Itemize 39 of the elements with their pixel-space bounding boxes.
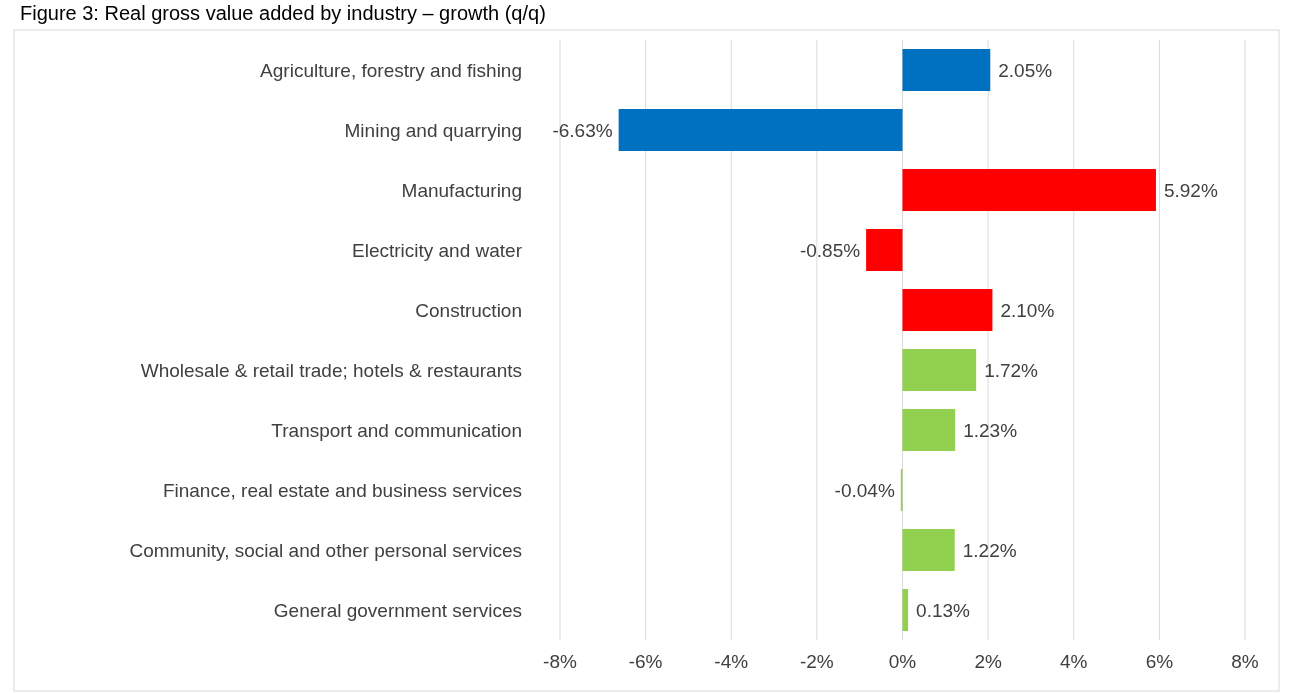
x-tick-label: 8%: [1231, 651, 1259, 672]
bar: [902, 409, 956, 451]
x-tick-label: 2%: [974, 651, 1002, 672]
bar: [902, 529, 955, 571]
bar: [902, 289, 993, 331]
bar: [618, 109, 903, 151]
bar: [866, 229, 903, 271]
data-label: 1.23%: [963, 419, 1018, 441]
data-label: 2.10%: [1000, 299, 1055, 321]
text: Figure 3: Real gross value added by industry – growth (q/q): [20, 2, 546, 24]
y-tick-label: Community, social and other personal services: [129, 539, 522, 561]
bar: [902, 49, 991, 91]
y-tick-label: Wholesale & retail trade; hotels & restaurants: [140, 359, 522, 381]
y-tick-label: Electricity and water: [351, 239, 523, 261]
data-label: 5.92%: [1163, 179, 1218, 201]
y-tick-label: Construction: [415, 299, 522, 321]
y-tick-label: Mining and quarrying: [344, 119, 522, 141]
x-tick-label: 0%: [888, 651, 917, 672]
x-tick-label: 6%: [1145, 651, 1174, 672]
x-tick-label: -2%: [799, 651, 834, 672]
y-tick-label: Transport and communication: [271, 419, 522, 441]
data-label: 2.05%: [998, 59, 1053, 81]
data-label: -0.85%: [799, 239, 861, 261]
y-tick-label: Manufacturing: [401, 179, 522, 201]
bar: [902, 349, 977, 391]
data-label: 0.13%: [916, 599, 971, 621]
data-label: -6.63%: [552, 119, 613, 141]
data-label: 1.72%: [984, 359, 1039, 381]
data-label: 1.22%: [962, 539, 1017, 561]
bar: [902, 589, 909, 631]
x-tick-label: 4%: [1060, 651, 1088, 672]
x-tick-label: -8%: [543, 651, 577, 672]
bar: [902, 169, 1156, 211]
x-tick-label: -6%: [628, 651, 663, 672]
y-tick-label: General government services: [273, 599, 522, 621]
y-tick-label: Agriculture, forestry and fishing: [260, 59, 522, 81]
y-tick-label: Finance, real estate and business services: [162, 479, 522, 501]
data-label: -0.04%: [834, 479, 895, 501]
x-tick-label: -4%: [714, 651, 749, 672]
